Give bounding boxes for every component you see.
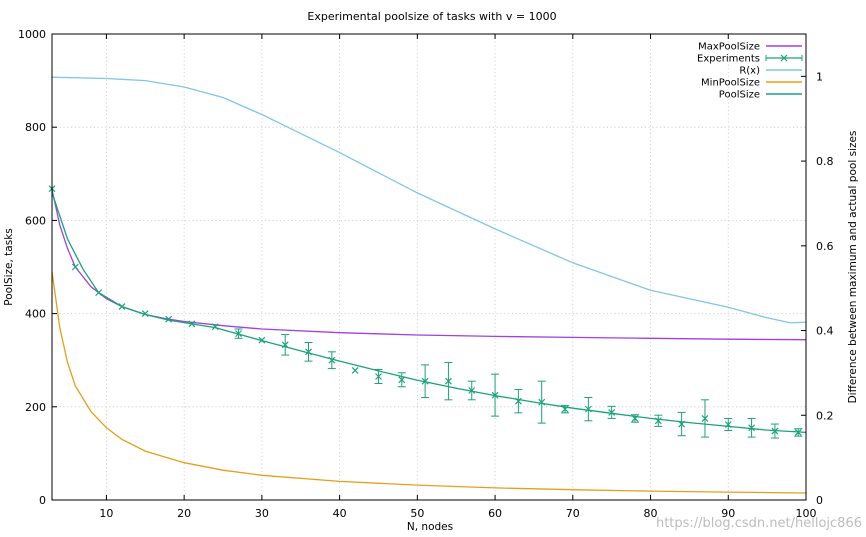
legend-entry: PoolSize (719, 90, 802, 101)
y2-tick-label: 0 (816, 494, 823, 507)
experiment-point (71, 263, 79, 271)
legend-label: MinPoolSize (701, 78, 760, 89)
y2-tick-label: 1 (816, 70, 823, 83)
y2-tick-label: 0.2 (816, 409, 834, 422)
experiment-point (305, 348, 312, 356)
legend-label: Experiments (697, 54, 760, 65)
x-tick-label: 60 (488, 507, 502, 520)
legend-entry: R(x) (739, 66, 802, 77)
legend-label: MaxPoolSize (698, 42, 760, 53)
chart-title: Experimental poolsize of tasks with v = … (307, 10, 556, 23)
experiment-point (445, 377, 452, 385)
plot-frame (51, 33, 807, 501)
experiment-point (188, 320, 196, 328)
experiment-point (165, 315, 173, 323)
experiment-point (748, 424, 756, 432)
series-line-minpoolsize (51, 271, 807, 494)
experiment-point (561, 405, 569, 413)
experiment-point (771, 427, 779, 435)
legend-entry: Experiments (697, 54, 803, 65)
experiment-point (421, 377, 429, 385)
x-tick-label: 100 (796, 507, 817, 520)
experiment-point (398, 376, 406, 384)
x-tick-label: 20 (177, 507, 191, 520)
legend-entry: MaxPoolSize (698, 42, 802, 53)
experiment-point (375, 373, 382, 380)
y2-tick-label: 0.8 (816, 155, 834, 168)
y2-axis-label: Difference between maximum and actual po… (847, 131, 859, 404)
x-tick-label: 10 (99, 507, 113, 520)
y-tick-label: 200 (25, 401, 46, 414)
legend-label: PoolSize (719, 90, 760, 101)
y-axis-label: PoolSize, tasks (3, 228, 15, 306)
x-tick-label: 50 (410, 507, 424, 520)
x-tick-label: 40 (333, 507, 347, 520)
experiment-point (701, 415, 709, 422)
experiment-point (584, 405, 592, 413)
y2-tick-label: 0.4 (816, 325, 834, 338)
x-tick-label: 90 (721, 507, 735, 520)
experiment-point (678, 420, 686, 428)
y-tick-label: 1000 (18, 28, 46, 41)
legend-label: R(x) (739, 66, 760, 77)
plot-series (48, 76, 807, 494)
legend: MaxPoolSizeExperimentsR(x)MinPoolSizePoo… (697, 42, 803, 101)
axes: 10 20 30 40 50 60 70 80 90 1000200400600800100000… (18, 28, 834, 520)
experiment-point (118, 303, 126, 311)
x-tick-label: 80 (644, 507, 658, 520)
y-tick-label: 600 (25, 214, 46, 227)
y2-tick-label: 0.6 (816, 240, 834, 253)
experiment-point (328, 356, 336, 364)
experiment-point (468, 387, 476, 394)
x-tick-label: 70 (566, 507, 580, 520)
watermark: https://blog.csdn.net/hellojc866 (656, 516, 862, 531)
x-tick-label: 30 (255, 507, 269, 520)
experiment-point (794, 429, 802, 436)
legend-marker (780, 54, 788, 62)
experiment-point (235, 330, 242, 338)
y-tick-label: 800 (25, 121, 46, 134)
series-line-r-x (51, 76, 807, 324)
experiment-point (654, 417, 662, 425)
experiment-point (608, 408, 616, 416)
experiment-point (211, 323, 219, 331)
experiment-point (258, 336, 266, 344)
y-tick-label: 0 (39, 494, 46, 507)
experiment-point (95, 289, 103, 297)
legend-entry: MinPoolSize (701, 78, 802, 89)
experiment-point (631, 415, 639, 422)
y-tick-label: 400 (25, 308, 46, 321)
experiment-point (491, 391, 499, 399)
experiment-point (514, 397, 522, 405)
experiment-point (141, 310, 149, 318)
x-axis-label: N, nodes (407, 521, 453, 533)
experiment-point (351, 367, 359, 374)
experiment-point (538, 398, 546, 406)
experiment-point (281, 341, 289, 349)
experiment-point (724, 421, 732, 428)
